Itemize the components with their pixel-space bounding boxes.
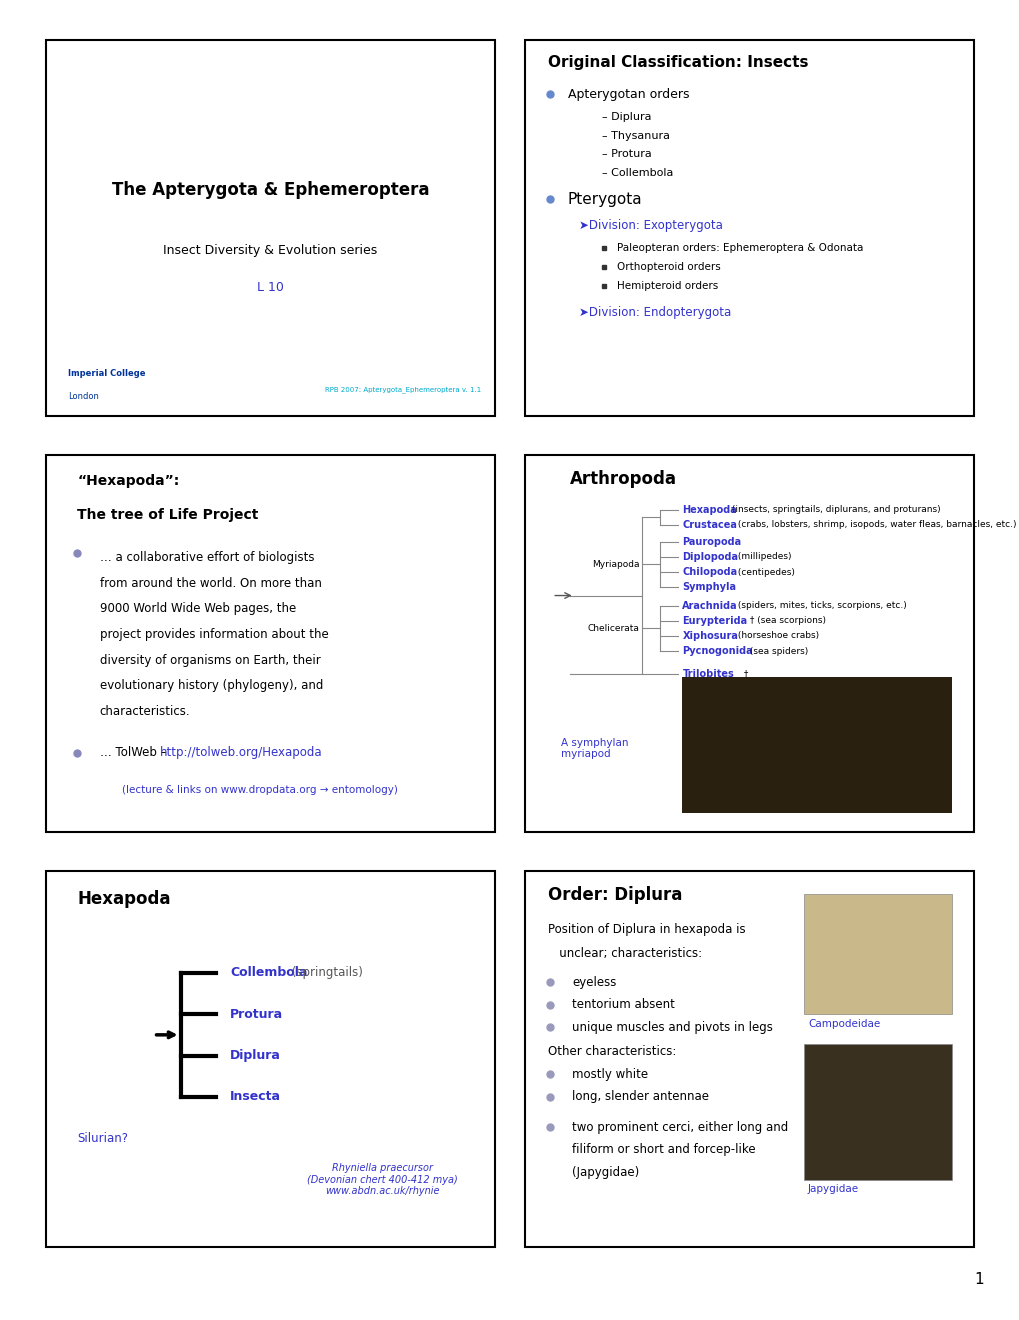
Text: Hexapoda: Hexapoda bbox=[682, 506, 737, 515]
Text: Silurian?: Silurian? bbox=[77, 1131, 128, 1144]
Text: Collembola: Collembola bbox=[229, 966, 307, 979]
Text: Chilopoda: Chilopoda bbox=[682, 568, 737, 577]
Text: The Apterygota & Ephemeroptera: The Apterygota & Ephemeroptera bbox=[111, 181, 429, 199]
Text: ➤Division: Endopterygota: ➤Division: Endopterygota bbox=[579, 306, 731, 319]
Text: Diplopoda: Diplopoda bbox=[682, 552, 738, 562]
Bar bbox=[803, 894, 951, 1014]
Text: L 10: L 10 bbox=[257, 281, 283, 294]
Text: eyeless: eyeless bbox=[572, 975, 616, 989]
Text: – Diplura: – Diplura bbox=[601, 112, 650, 121]
Text: Hemipteroid orders: Hemipteroid orders bbox=[616, 281, 717, 290]
Text: Pterygota: Pterygota bbox=[568, 191, 642, 207]
Text: (lecture & links on www.dropdata.org → entomology): (lecture & links on www.dropdata.org → e… bbox=[122, 785, 397, 795]
Text: Xiphosura: Xiphosura bbox=[682, 631, 738, 642]
Text: mostly white: mostly white bbox=[572, 1068, 648, 1081]
Text: Japygidae: Japygidae bbox=[807, 1184, 858, 1195]
Text: (Japygidae): (Japygidae) bbox=[572, 1166, 639, 1179]
Text: … a collaborative effort of biologists: … a collaborative effort of biologists bbox=[100, 552, 314, 565]
Text: unclear; characteristics:: unclear; characteristics: bbox=[547, 948, 701, 961]
Text: Campodeidae: Campodeidae bbox=[807, 1019, 879, 1028]
Text: – Thysanura: – Thysanura bbox=[601, 131, 668, 140]
Text: unique muscles and pivots in legs: unique muscles and pivots in legs bbox=[572, 1020, 772, 1034]
Text: – Collembola: – Collembola bbox=[601, 168, 673, 178]
Text: long, slender antennae: long, slender antennae bbox=[572, 1090, 709, 1104]
Text: “Hexapoda”:: “Hexapoda”: bbox=[77, 474, 179, 488]
Text: two prominent cerci, either long and: two prominent cerci, either long and bbox=[572, 1121, 788, 1134]
Text: Trilobites: Trilobites bbox=[682, 669, 734, 678]
Text: project provides information about the: project provides information about the bbox=[100, 628, 328, 642]
Text: evolutionary history (phylogeny), and: evolutionary history (phylogeny), and bbox=[100, 680, 323, 692]
Text: Protura: Protura bbox=[229, 1007, 282, 1020]
Text: Arachnida: Arachnida bbox=[682, 601, 738, 611]
Text: diversity of organisms on Earth, their: diversity of organisms on Earth, their bbox=[100, 653, 320, 667]
Text: Pauropoda: Pauropoda bbox=[682, 537, 741, 546]
Text: (crabs, lobsters, shrimp, isopods, water fleas, barnacles, etc.): (crabs, lobsters, shrimp, isopods, water… bbox=[734, 520, 1015, 529]
Text: characteristics.: characteristics. bbox=[100, 705, 191, 718]
Text: (horseshoe crabs): (horseshoe crabs) bbox=[734, 631, 818, 640]
Text: Myriapoda: Myriapoda bbox=[592, 560, 639, 569]
Text: †: † bbox=[740, 669, 747, 678]
Text: (centipedes): (centipedes) bbox=[734, 568, 794, 577]
Text: Diplura: Diplura bbox=[229, 1049, 280, 1063]
Text: Position of Diplura in hexapoda is: Position of Diplura in hexapoda is bbox=[547, 923, 745, 936]
Text: † (sea scorpions): † (sea scorpions) bbox=[746, 616, 824, 626]
Text: Paleopteran orders: Ephemeroptera & Odonata: Paleopteran orders: Ephemeroptera & Odon… bbox=[616, 243, 863, 253]
Text: The tree of Life Project: The tree of Life Project bbox=[77, 508, 259, 523]
Text: … TolWeb –: … TolWeb – bbox=[100, 746, 170, 759]
Text: London: London bbox=[68, 392, 99, 401]
Text: Hexapoda: Hexapoda bbox=[77, 890, 170, 908]
Text: Insecta: Insecta bbox=[229, 1090, 280, 1104]
Text: Symphyla: Symphyla bbox=[682, 582, 736, 593]
Text: from around the world. On more than: from around the world. On more than bbox=[100, 577, 321, 590]
Text: filiform or short and forcep-like: filiform or short and forcep-like bbox=[572, 1143, 755, 1156]
Text: tentorium absent: tentorium absent bbox=[572, 998, 675, 1011]
Text: (millipedes): (millipedes) bbox=[734, 553, 791, 561]
Text: – Protura: – Protura bbox=[601, 149, 651, 160]
Text: Eurypterida: Eurypterida bbox=[682, 616, 747, 626]
Text: (springtails): (springtails) bbox=[288, 966, 363, 979]
Text: Insect Diversity & Evolution series: Insect Diversity & Evolution series bbox=[163, 244, 377, 257]
Text: http://tolweb.org/Hexapoda: http://tolweb.org/Hexapoda bbox=[160, 746, 323, 759]
Text: Chelicerata: Chelicerata bbox=[587, 624, 639, 634]
Text: ➤Division: Exopterygota: ➤Division: Exopterygota bbox=[579, 219, 722, 232]
Text: RPB 2007: Apterygota_Ephemeroptera v. 1.1: RPB 2007: Apterygota_Ephemeroptera v. 1.… bbox=[325, 385, 481, 393]
Text: A symphylan
myriapod: A symphylan myriapod bbox=[560, 738, 628, 759]
Text: Pycnogonida: Pycnogonida bbox=[682, 645, 752, 656]
Text: Crustacea: Crustacea bbox=[682, 520, 737, 531]
Text: Rhyniella praecursor
(Devonian chert 400-412 mya)
www.abdn.ac.uk/rhynie: Rhyniella praecursor (Devonian chert 400… bbox=[307, 1163, 458, 1196]
Text: Arthropoda: Arthropoda bbox=[570, 470, 677, 488]
Text: Imperial College: Imperial College bbox=[68, 370, 146, 378]
Text: Original Classification: Insects: Original Classification: Insects bbox=[547, 54, 807, 70]
Text: Orthopteroid orders: Orthopteroid orders bbox=[616, 263, 720, 272]
Text: 1: 1 bbox=[974, 1272, 983, 1287]
Bar bbox=[682, 677, 951, 813]
Text: Other characteristics:: Other characteristics: bbox=[547, 1045, 676, 1059]
Text: (sea spiders): (sea spiders) bbox=[746, 647, 807, 656]
Text: (spiders, mites, ticks, scorpions, etc.): (spiders, mites, ticks, scorpions, etc.) bbox=[734, 602, 906, 610]
Bar bbox=[803, 1044, 951, 1180]
Text: Order: Diplura: Order: Diplura bbox=[547, 886, 682, 904]
Text: (insects, springtails, diplurans, and proturans): (insects, springtails, diplurans, and pr… bbox=[729, 506, 940, 515]
Text: Apterygotan orders: Apterygotan orders bbox=[568, 87, 689, 100]
Text: 9000 World Wide Web pages, the: 9000 World Wide Web pages, the bbox=[100, 602, 296, 615]
